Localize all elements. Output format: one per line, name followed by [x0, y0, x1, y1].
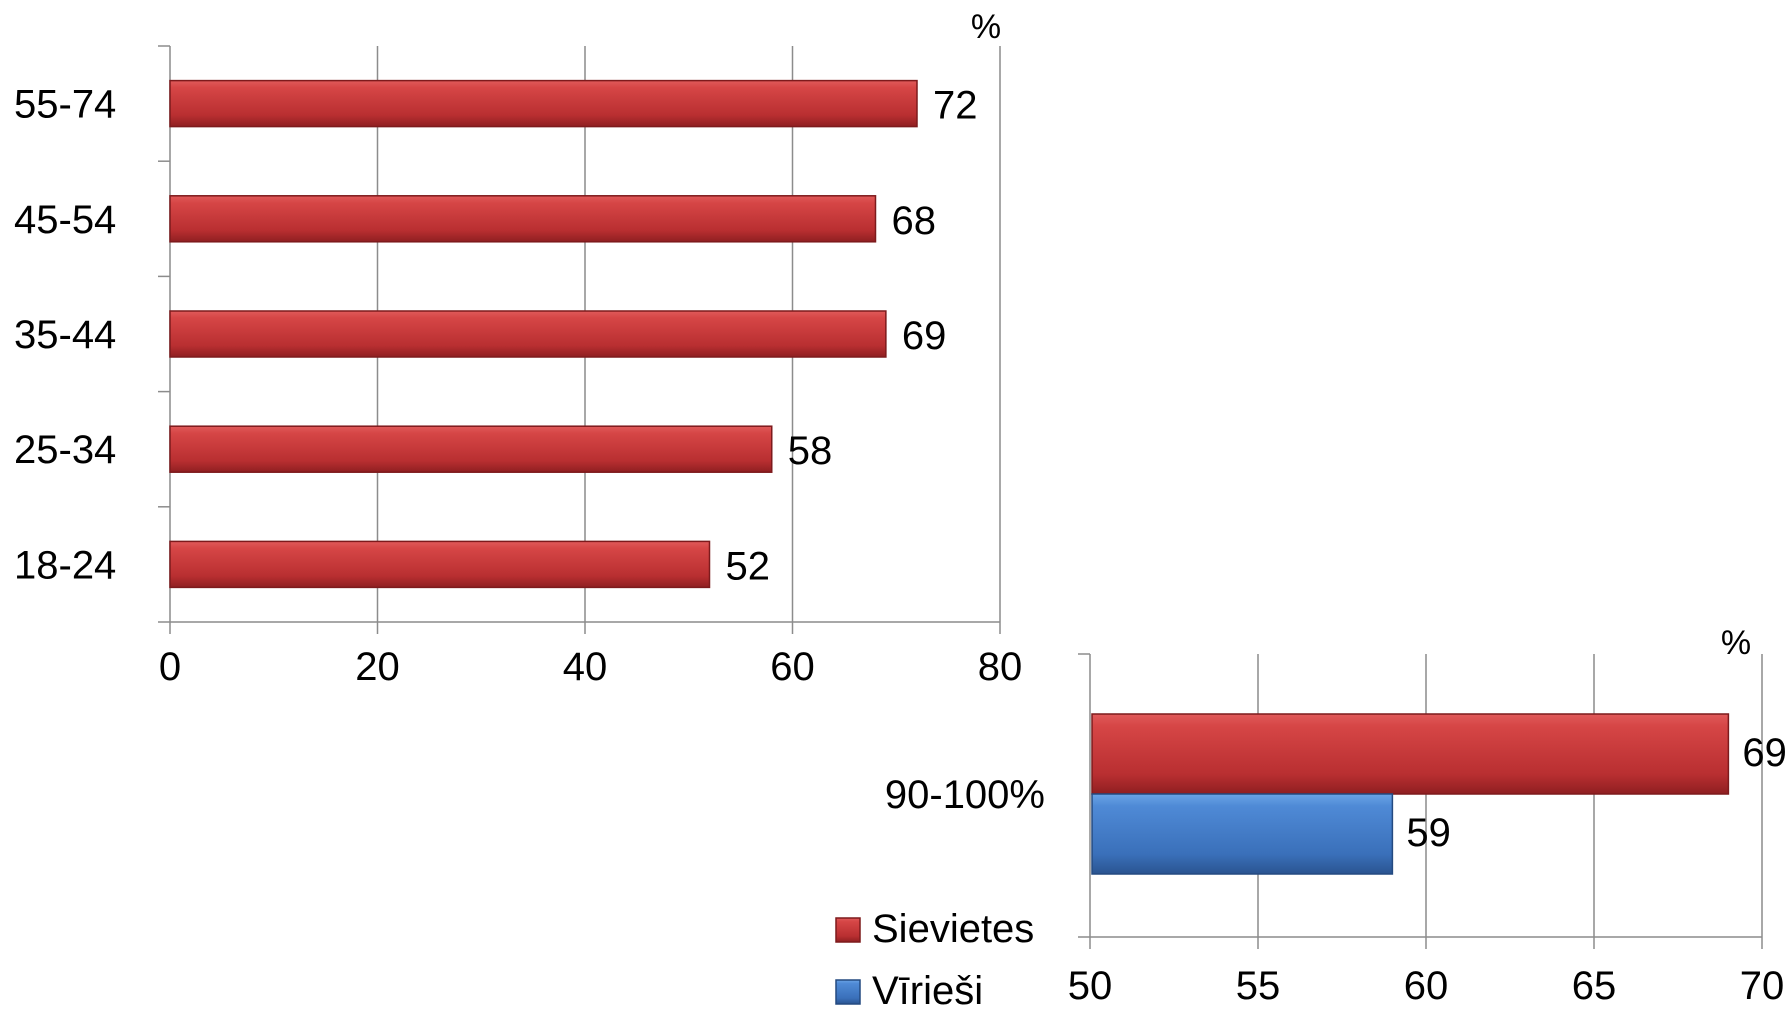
income-chart-unit-label: %	[1721, 624, 1751, 662]
income-chart-x-tick-label: 50	[1068, 964, 1113, 1008]
age-chart-data-label: 68	[892, 199, 937, 243]
age-chart-unit-label: %	[971, 8, 1001, 46]
age-chart-data-label: 72	[933, 84, 978, 128]
income-chart-x-tick-label: 70	[1740, 964, 1785, 1008]
age-chart-x-tick-label: 20	[355, 645, 400, 689]
income-chart-x-tick-label: 55	[1236, 964, 1281, 1008]
legend-swatch	[835, 917, 861, 943]
income-chart-x-tick-label: 60	[1404, 964, 1449, 1008]
age-chart-x-tick-label: 80	[978, 645, 1023, 689]
age-chart-bar	[169, 79, 918, 128]
income-chart-x-tick-label: 65	[1572, 964, 1617, 1008]
age-chart-category-label: 25-34	[14, 428, 116, 472]
age-chart-bar	[169, 195, 877, 243]
legend-label: Vīrieši	[872, 969, 983, 1013]
age-chart-category-label: 45-54	[14, 198, 116, 242]
age-chart-x-tick-label: 0	[159, 645, 181, 689]
age-chart-data-label: 52	[726, 544, 771, 588]
chart-legend: Sievietes Vīrieši	[835, 907, 1034, 1013]
income-chart: 50 55 60 65 70% 90-100% 69 59	[885, 624, 1787, 1008]
age-chart: 0 20 40 60 80% 55-74 72 45-54 68 35-44 69 25-34 58 18…	[14, 8, 1022, 689]
age-chart-x-tick-label: 60	[770, 645, 815, 689]
age-chart-bar	[169, 310, 887, 358]
age-chart-bar	[169, 425, 773, 473]
income-chart-data-label: 59	[1406, 811, 1451, 855]
age-chart-data-label: 58	[788, 429, 833, 473]
age-chart-bar	[169, 540, 711, 589]
age-chart-category-label: 55-74	[14, 83, 116, 127]
income-chart-bar	[1091, 793, 1394, 875]
age-chart-category-label: 18-24	[14, 543, 116, 587]
income-chart-data-label: 69	[1742, 731, 1787, 775]
age-chart-x-tick-label: 40	[563, 645, 608, 689]
age-chart-data-label: 69	[902, 314, 947, 358]
legend-swatch	[835, 979, 861, 1005]
income-chart-bar	[1091, 713, 1730, 795]
income-chart-category-label: 90-100%	[885, 773, 1045, 817]
age-chart-category-label: 35-44	[14, 313, 116, 357]
legend-label: Sievietes	[872, 907, 1034, 951]
